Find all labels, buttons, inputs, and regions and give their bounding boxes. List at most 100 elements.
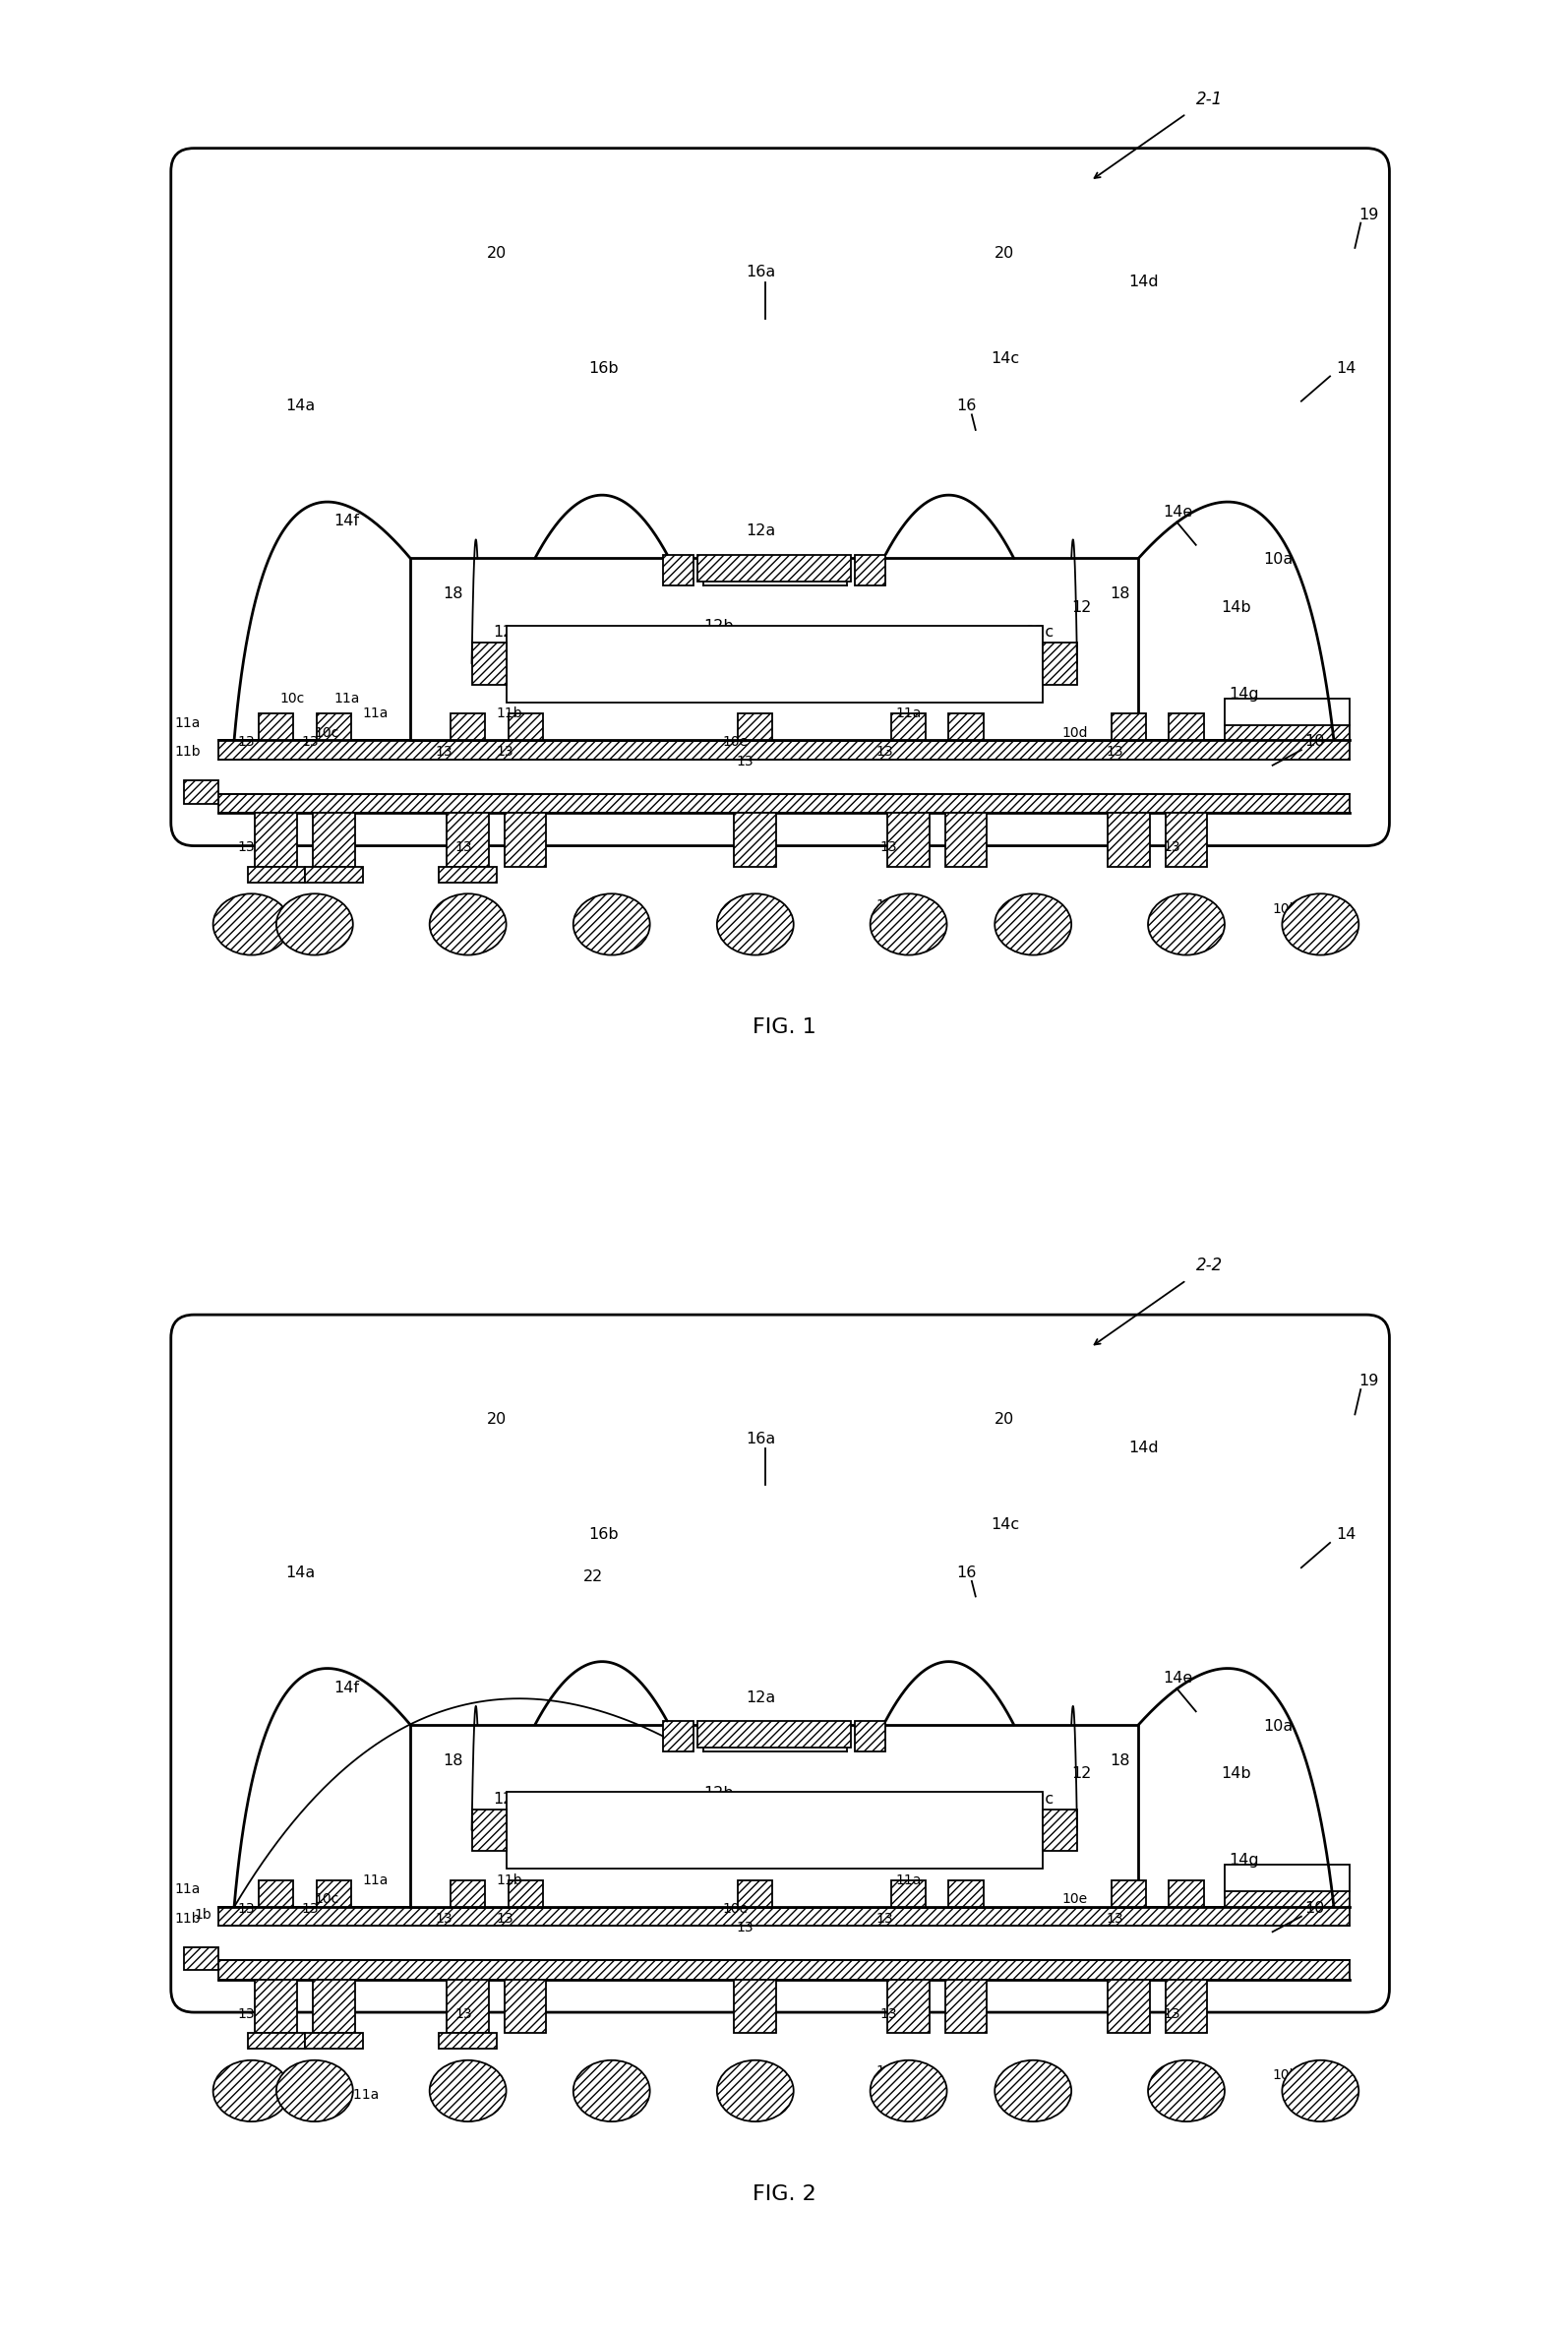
- Ellipse shape: [276, 894, 353, 954]
- Text: 13: 13: [238, 1901, 256, 1915]
- Text: 12: 12: [1071, 600, 1091, 616]
- Text: 10b: 10b: [1273, 2069, 1298, 2083]
- Bar: [1043, 642, 1077, 686]
- Text: 14: 14: [1336, 362, 1356, 376]
- Bar: [259, 714, 293, 740]
- Ellipse shape: [994, 894, 1071, 954]
- Text: 18: 18: [1110, 588, 1131, 602]
- Text: 11a: 11a: [895, 707, 920, 721]
- Bar: [220, 1960, 1348, 1981]
- Text: 18: 18: [444, 588, 463, 602]
- Bar: [220, 1906, 1348, 1927]
- Text: 11b: 11b: [877, 2065, 902, 2079]
- Text: 13: 13: [238, 840, 256, 854]
- Text: 20: 20: [488, 245, 506, 261]
- Text: 16: 16: [956, 399, 977, 413]
- Bar: [306, 868, 362, 882]
- Bar: [946, 814, 988, 868]
- Bar: [734, 814, 776, 868]
- Bar: [949, 1880, 983, 1906]
- Text: 15: 15: [220, 926, 238, 940]
- Bar: [698, 555, 851, 581]
- Bar: [472, 642, 506, 686]
- Bar: [220, 793, 1348, 814]
- Text: 14c: 14c: [991, 350, 1019, 366]
- Text: 13: 13: [436, 1911, 453, 1925]
- Ellipse shape: [1283, 894, 1359, 954]
- Ellipse shape: [430, 2060, 506, 2121]
- Ellipse shape: [1148, 894, 1225, 954]
- Text: 10c/11a: 10c/11a: [325, 2088, 379, 2102]
- Bar: [1225, 726, 1348, 740]
- Bar: [704, 1722, 847, 1752]
- Text: 22: 22: [583, 1570, 602, 1584]
- Bar: [1165, 1981, 1207, 2034]
- Text: 10c: 10c: [315, 726, 339, 740]
- Bar: [1107, 1981, 1149, 2034]
- Bar: [698, 1722, 851, 1747]
- Bar: [663, 555, 695, 586]
- Bar: [312, 1981, 354, 2034]
- Bar: [946, 1981, 988, 2034]
- Bar: [734, 1981, 776, 2034]
- Text: 10e: 10e: [723, 1901, 748, 1915]
- Bar: [439, 868, 497, 882]
- Text: 10: 10: [1305, 1901, 1325, 1915]
- Bar: [1170, 1880, 1204, 1906]
- Bar: [855, 555, 886, 586]
- Text: 14e: 14e: [1163, 504, 1193, 520]
- Bar: [1165, 814, 1207, 868]
- Bar: [739, 714, 773, 740]
- Bar: [450, 714, 485, 740]
- Text: 15: 15: [282, 2093, 303, 2107]
- Text: 11b: 11b: [877, 898, 902, 912]
- Ellipse shape: [574, 2060, 649, 2121]
- Bar: [891, 1880, 925, 1906]
- Bar: [1043, 1808, 1077, 1852]
- Bar: [505, 814, 546, 868]
- Bar: [505, 1981, 546, 2034]
- Bar: [1043, 642, 1077, 686]
- Text: 13: 13: [301, 735, 318, 749]
- Ellipse shape: [717, 894, 793, 954]
- Ellipse shape: [213, 2060, 290, 2121]
- Bar: [698, 555, 851, 581]
- Text: 14f: 14f: [334, 1680, 359, 1696]
- Bar: [698, 1722, 851, 1747]
- Text: 18: 18: [1110, 1754, 1131, 1768]
- Text: 13: 13: [1163, 840, 1181, 854]
- Bar: [1165, 1981, 1207, 2034]
- Text: 18: 18: [444, 1754, 463, 1768]
- Text: 13: 13: [497, 1911, 514, 1925]
- Bar: [1225, 1864, 1348, 1906]
- Bar: [256, 814, 298, 868]
- Bar: [312, 814, 354, 868]
- Text: 14g: 14g: [1228, 686, 1259, 702]
- Text: 13: 13: [455, 2006, 472, 2020]
- Bar: [949, 714, 983, 740]
- Bar: [855, 1722, 886, 1752]
- Bar: [447, 814, 489, 868]
- Bar: [306, 868, 362, 882]
- Bar: [259, 1880, 293, 1906]
- Ellipse shape: [1148, 2060, 1225, 2121]
- Text: 13: 13: [436, 744, 453, 758]
- Text: 13: 13: [880, 840, 897, 854]
- Bar: [1225, 1892, 1348, 1906]
- Bar: [248, 2034, 306, 2048]
- Text: 10c: 10c: [315, 1892, 339, 1906]
- Bar: [734, 814, 776, 868]
- Bar: [248, 868, 306, 882]
- Text: 19: 19: [1359, 1374, 1378, 1388]
- Bar: [439, 868, 497, 882]
- Ellipse shape: [870, 894, 947, 954]
- Text: 14b: 14b: [1221, 1766, 1251, 1782]
- Bar: [185, 1948, 220, 1969]
- Bar: [447, 1981, 489, 2034]
- Bar: [259, 1880, 293, 1906]
- Text: 10c: 10c: [281, 691, 304, 705]
- Bar: [256, 814, 298, 868]
- Bar: [411, 1724, 1138, 1906]
- Bar: [472, 1808, 506, 1852]
- Ellipse shape: [430, 894, 506, 954]
